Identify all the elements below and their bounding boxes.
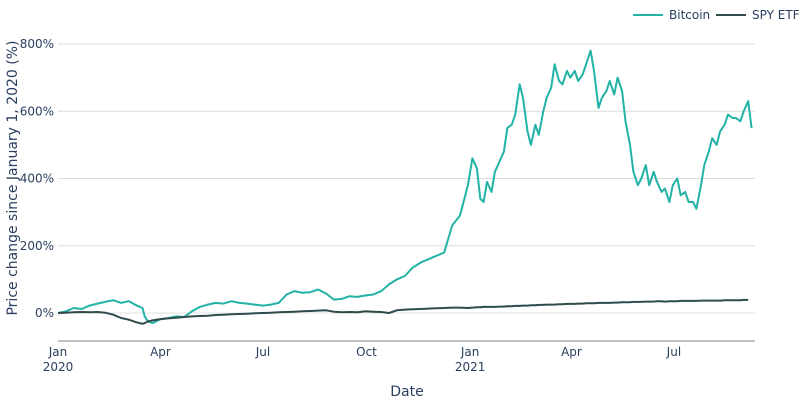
spy-legend-label: SPY ETF bbox=[752, 8, 800, 22]
x-tick-label: Jan bbox=[460, 345, 480, 359]
x-tick-label: Jan bbox=[48, 345, 68, 359]
x-tick-label: Apr bbox=[561, 345, 582, 359]
y-axis-title: Price change since January 1, 2020 (%) bbox=[5, 40, 21, 315]
y-tick-label: 600% bbox=[20, 104, 54, 118]
gridlines bbox=[58, 43, 755, 314]
x-tick-label: Oct bbox=[356, 345, 377, 359]
bitcoin-legend-label: Bitcoin bbox=[669, 8, 710, 22]
y-axis-ticks: 0% 200% 400% 600% 800% bbox=[20, 37, 54, 320]
x-tick-label: Jul bbox=[666, 345, 681, 359]
legend: Bitcoin SPY ETF bbox=[633, 8, 800, 22]
x-axis-title: Date bbox=[390, 384, 423, 400]
bitcoin-line[interactable] bbox=[57, 49, 753, 325]
x-tick-label: Apr bbox=[150, 345, 171, 359]
x-tick-year-label: 2020 bbox=[43, 360, 74, 374]
y-tick-label: 200% bbox=[20, 239, 54, 253]
legend-item-bitcoin[interactable]: Bitcoin bbox=[633, 8, 710, 22]
y-tick-label: 0% bbox=[35, 306, 54, 320]
series-lines bbox=[57, 49, 753, 325]
y-tick-label: 800% bbox=[20, 37, 54, 51]
spy-etf-line[interactable] bbox=[57, 298, 749, 325]
y-tick-label: 400% bbox=[20, 172, 54, 186]
x-tick-year-label: 2021 bbox=[455, 360, 486, 374]
x-tick-label: Jul bbox=[255, 345, 270, 359]
legend-item-spy-etf[interactable]: SPY ETF bbox=[716, 8, 800, 22]
